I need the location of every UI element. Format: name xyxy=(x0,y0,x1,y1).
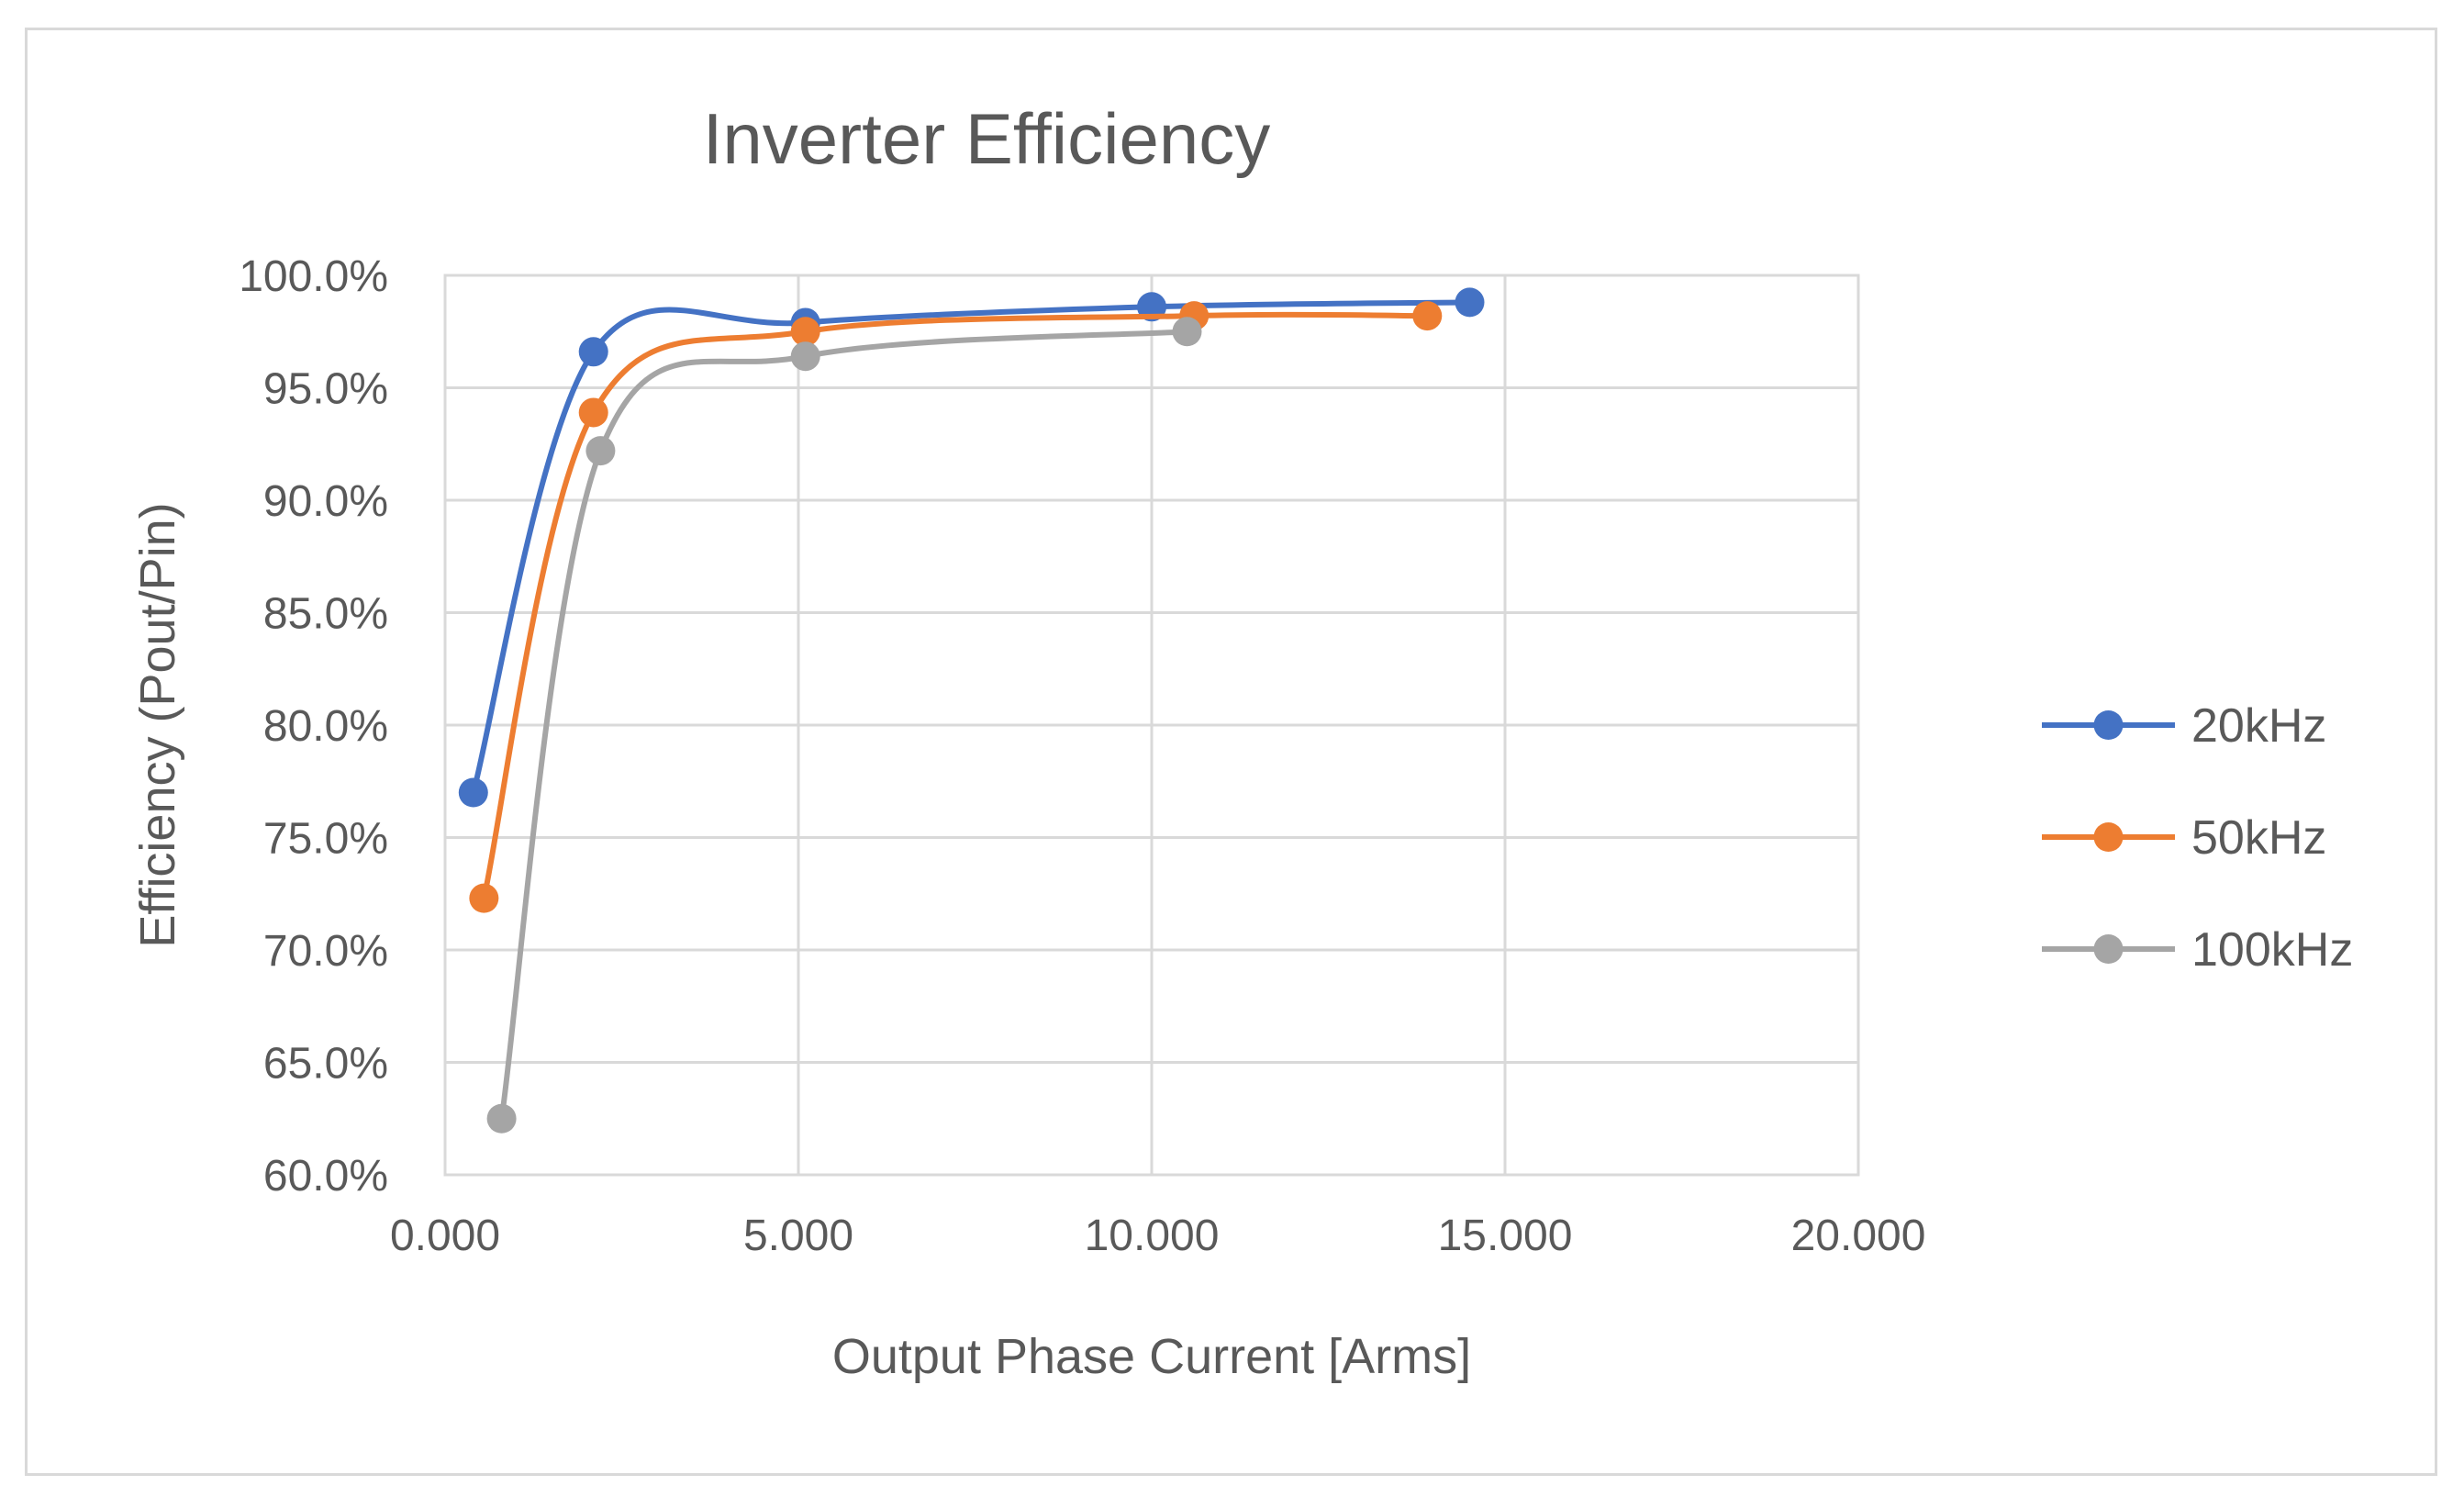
data-point xyxy=(578,397,608,428)
y-axis-ticks: 60.0% 65.0% 70.0% 75.0% 80.0% 85.0% 90.0% 95.0%… xyxy=(239,252,388,1201)
data-point xyxy=(458,777,488,808)
x-tick-label: 15.000 xyxy=(1438,1212,1573,1260)
x-tick-label: 10.000 xyxy=(1085,1212,1220,1260)
legend-label: 20kHz xyxy=(2191,699,2326,753)
y-tick-label: 65.0% xyxy=(263,1040,388,1089)
y-tick-label: 60.0% xyxy=(263,1152,388,1201)
series-line xyxy=(481,311,1428,899)
data-point xyxy=(585,436,616,466)
y-axis-title: Efficiency (Pout/Pin) xyxy=(130,502,185,947)
y-tick-label: 85.0% xyxy=(263,590,388,639)
series-line xyxy=(498,329,1187,1120)
legend: 20kHz 50kHz 100kHz xyxy=(2042,699,2353,977)
data-point xyxy=(1412,301,1443,331)
y-tick-label: 95.0% xyxy=(263,365,388,414)
x-axis-ticks: 0.000 5.000 10.000 15.000 20.000 xyxy=(390,1212,1925,1260)
legend-item: 100kHz xyxy=(2042,923,2353,977)
x-tick-label: 0.000 xyxy=(390,1212,500,1260)
legend-marker xyxy=(2093,822,2124,852)
series-100kHz xyxy=(486,317,1202,1134)
y-tick-label: 100.0% xyxy=(239,252,388,301)
data-point xyxy=(790,317,820,347)
legend-label: 50kHz xyxy=(2191,811,2326,865)
chart-frame xyxy=(25,28,2437,1476)
chart-title: Inverter Efficiency xyxy=(703,98,1270,179)
x-tick-label: 20.000 xyxy=(1791,1212,1926,1260)
series-layer xyxy=(458,287,1485,1134)
y-tick-label: 80.0% xyxy=(263,702,388,751)
x-axis-title: Output Phase Current [Arms] xyxy=(832,1329,1471,1384)
data-point xyxy=(578,337,608,367)
series-50kHz xyxy=(469,301,1443,913)
data-point xyxy=(1172,317,1202,347)
gridlines xyxy=(443,274,1860,1177)
data-point xyxy=(1455,287,1485,318)
data-point xyxy=(469,883,499,913)
x-tick-label: 5.000 xyxy=(743,1212,853,1260)
legend-marker xyxy=(2093,710,2124,740)
data-point xyxy=(486,1103,517,1134)
y-tick-label: 75.0% xyxy=(263,815,388,864)
legend-marker xyxy=(2093,934,2124,964)
legend-label: 100kHz xyxy=(2191,923,2353,977)
y-tick-label: 70.0% xyxy=(263,927,388,976)
legend-item: 50kHz xyxy=(2042,811,2326,865)
data-point xyxy=(790,341,820,372)
legend-item: 20kHz xyxy=(2042,699,2326,753)
y-tick-label: 90.0% xyxy=(263,477,388,526)
plot-area xyxy=(443,274,1860,1177)
series-20kHz xyxy=(458,287,1485,808)
